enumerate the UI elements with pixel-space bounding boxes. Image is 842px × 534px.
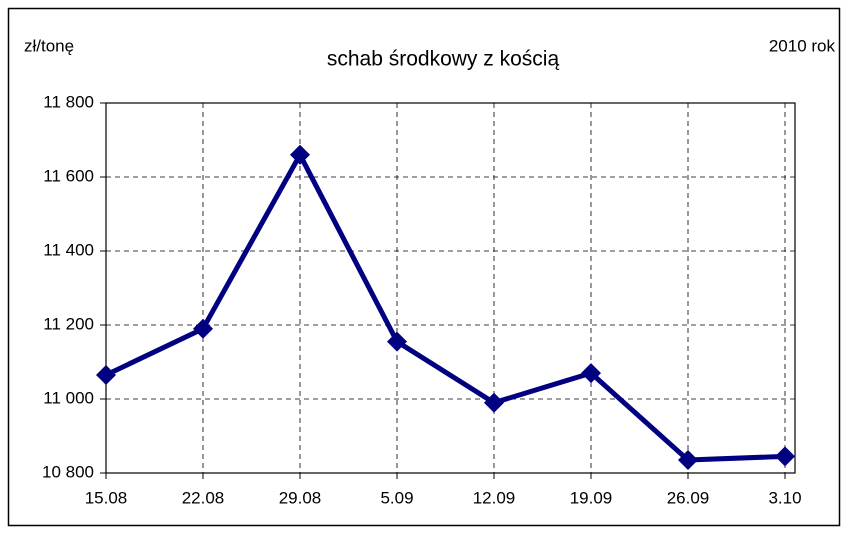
data-point: [193, 318, 213, 339]
y-tick-label: 11 600: [43, 166, 94, 185]
y-tick-label: 11 800: [43, 92, 94, 111]
chart-border: [7, 7, 841, 527]
x-tick-label: 26.09: [667, 488, 710, 507]
x-tick-label: 5.09: [380, 488, 413, 507]
x-tick-label: 19.09: [570, 488, 613, 507]
x-tick-label: 29.08: [279, 488, 322, 507]
plot-area: [105, 102, 796, 474]
data-point: [484, 392, 504, 413]
data-point: [290, 144, 310, 165]
year-label: 2010 rok: [769, 36, 836, 55]
series-line: [104, 152, 786, 463]
chart-title: schab środkowy z kością: [327, 48, 560, 71]
data-point: [387, 331, 407, 352]
y-tick-label: 11 000: [43, 388, 94, 407]
x-tick-label: 15.08: [85, 488, 128, 507]
x-tick-label: 12.09: [473, 488, 516, 507]
data-point: [581, 363, 601, 384]
data-point: [775, 446, 795, 467]
y-tick-label: 11 400: [43, 240, 94, 259]
x-tick-label: 3.10: [768, 488, 801, 507]
unit-label: zł/tonę: [24, 36, 74, 55]
data-point: [678, 450, 698, 471]
y-tick-label: 11 200: [43, 314, 94, 333]
x-tick-label: 22.08: [182, 488, 225, 507]
y-tick-label: 10 800: [42, 462, 94, 481]
data-point: [96, 364, 116, 385]
